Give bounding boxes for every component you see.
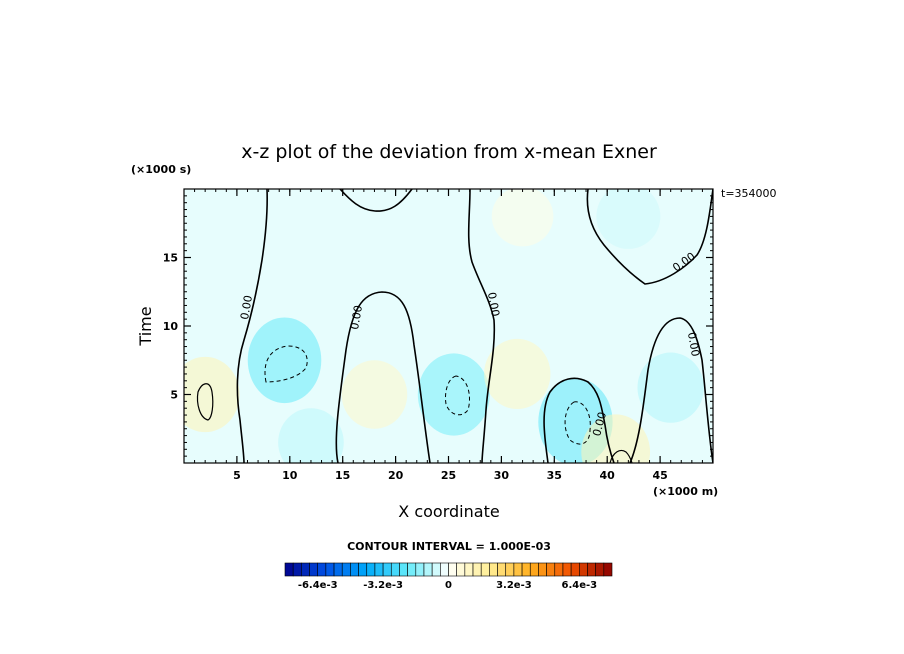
chart-title: x-z plot of the deviation from x-mean Ex… <box>241 141 657 163</box>
colorbar-cell <box>333 562 343 577</box>
colorbar-cell <box>317 562 327 577</box>
field-blob-4 <box>417 353 490 436</box>
y-axis-ticks: 5 10 15 <box>163 252 713 402</box>
colorbar-cell <box>374 562 384 577</box>
colorbar-cell <box>358 562 368 577</box>
contour-label-1: 0.00 <box>238 294 255 320</box>
colorbar-cell <box>301 562 310 577</box>
time-stamp-label: t=354000 <box>721 187 777 200</box>
field-blob-0 <box>184 356 240 433</box>
colorbar-tick-label: 6.4e-3 <box>561 580 597 591</box>
colorbar-cell <box>578 562 588 577</box>
contour-label-5: 0.00 <box>685 331 702 357</box>
contour-zero-line-1 <box>236 189 268 463</box>
field-blob-3 <box>341 360 408 429</box>
colorbar-tick-label: -3.2e-3 <box>363 580 403 591</box>
x-axis-ticks: 5 10 15 20 25 30 35 40 45 <box>233 189 668 482</box>
colorbar-cell <box>497 562 507 577</box>
y-tick-label: 5 <box>170 389 178 402</box>
contour-label-3: 0.00 <box>485 291 502 317</box>
colorbar-cell <box>309 562 318 577</box>
field-blob-8 <box>637 352 704 423</box>
colorbar-cell <box>423 562 433 577</box>
field-blob-7 <box>581 414 651 463</box>
colorbar-cell <box>341 562 351 577</box>
y-tick-label: 15 <box>163 252 178 265</box>
dashed-contour-3 <box>564 401 591 445</box>
x-tick-label: 45 <box>652 469 667 482</box>
contour-labels: 0.00 0.00 0.00 0.00 0.00 0.00 <box>238 250 702 438</box>
field-blob-2 <box>278 408 344 463</box>
colorbar-cell <box>538 562 547 577</box>
y-axis-title: Time <box>136 306 155 346</box>
colorbar-cell <box>390 562 400 577</box>
x-tick-label: 15 <box>335 469 350 482</box>
contour-zero-line-7 <box>586 189 713 285</box>
colorbar-cell <box>529 562 539 577</box>
colorbar-cell <box>292 562 302 577</box>
colorbar-cell <box>284 562 294 577</box>
contour-closed-left <box>196 383 214 421</box>
colorbar-tick-labels: -6.4e-3 -3.2e-3 0 3.2e-3 6.4e-3 <box>298 580 597 591</box>
colorbar-cell <box>366 562 376 577</box>
contour-zero-line-3 <box>335 291 431 463</box>
colorbar-cell <box>587 562 596 577</box>
y-tick-label: 10 <box>163 320 179 333</box>
colorbar-cell <box>382 562 392 577</box>
colorbar-cell <box>513 562 523 577</box>
colorbar-cell <box>546 562 556 577</box>
dashed-contour-1 <box>264 345 308 383</box>
colorbar-tick-label: 0 <box>445 580 452 591</box>
field-blob-5 <box>484 338 551 410</box>
x-tick-label: 35 <box>547 469 562 482</box>
field-shading <box>184 189 713 463</box>
colorbar-cell <box>431 562 441 577</box>
colorbar-cell <box>505 562 515 577</box>
x-tick-label: 5 <box>233 469 241 482</box>
x-tick-label: 25 <box>441 469 456 482</box>
colorbar-cell <box>440 562 449 577</box>
x-tick-label: 40 <box>600 469 616 482</box>
colorbar-cell <box>472 562 482 577</box>
colorbar-cell <box>480 562 490 577</box>
contour-closed-bottom <box>609 449 633 463</box>
contour-zero-line-2 <box>339 189 413 212</box>
colorbar-cell <box>456 562 466 577</box>
colorbar-cell <box>603 562 613 577</box>
colorbar-cell <box>570 562 580 577</box>
contour-label-4: 0.00 <box>590 411 609 438</box>
x-axis-title: X coordinate <box>398 502 499 521</box>
field-blob-1 <box>247 317 322 404</box>
colorbar <box>284 562 613 577</box>
colorbar-tick-label: -6.4e-3 <box>298 580 338 591</box>
contour-zero-line-4 <box>467 189 496 463</box>
field-blob-10 <box>491 189 554 247</box>
colorbar-cell <box>448 562 457 577</box>
contour-label-2: 0.00 <box>348 304 365 330</box>
colorbar-cell <box>399 562 408 577</box>
colorbar-cell <box>407 562 417 577</box>
colorbar-cell <box>489 562 498 577</box>
x-tick-label: 30 <box>494 469 510 482</box>
colorbar-cell <box>464 562 474 577</box>
x-tick-label: 20 <box>388 469 404 482</box>
colorbar-cell <box>415 562 425 577</box>
contour-lines <box>196 189 713 463</box>
x-tick-label: 10 <box>282 469 298 482</box>
field-blob-9 <box>596 189 661 249</box>
colorbar-cell <box>595 562 605 577</box>
contour-zero-line-6 <box>629 317 713 463</box>
y-unit-label: (×1000 s) <box>131 163 191 176</box>
dashed-contours <box>264 345 591 445</box>
contour-zero-line-5 <box>543 377 615 463</box>
contour-interval-label: CONTOUR INTERVAL = 1.000E-03 <box>347 540 551 553</box>
colorbar-cell <box>521 562 531 577</box>
colorbar-cell <box>325 562 335 577</box>
colorbar-cell <box>350 562 359 577</box>
colorbar-cell <box>554 562 564 577</box>
colorbar-tick-label: 3.2e-3 <box>496 580 532 591</box>
x-unit-label: (×1000 m) <box>653 485 718 498</box>
colorbar-cell <box>562 562 572 577</box>
